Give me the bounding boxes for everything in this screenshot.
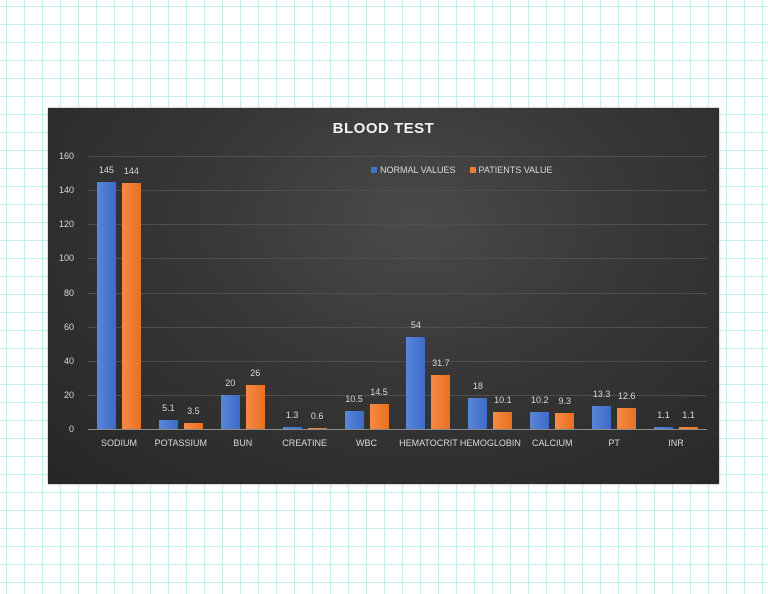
x-axis-line (88, 429, 707, 430)
data-label: 1.1 (682, 410, 695, 421)
bar-patient (617, 407, 637, 429)
blood-test-chart: BLOOD TEST NORMAL VALUES PATIENTS VALUE … (48, 108, 719, 484)
bar-patient (121, 183, 141, 429)
x-category-label: POTASSIUM (154, 438, 208, 448)
data-label: 20 (225, 377, 236, 388)
gridline (88, 224, 707, 226)
gridline (88, 258, 707, 260)
bar-patient (679, 427, 699, 429)
gridline (88, 326, 707, 328)
data-label: 10.5 (345, 394, 363, 405)
gridline (88, 190, 707, 192)
x-category-label: HEMOGLOBIN (459, 438, 521, 448)
x-category-label: SODIUM (100, 438, 137, 448)
bar-normal (468, 398, 488, 429)
data-label: 144 (123, 166, 139, 177)
data-label: 3.5 (187, 406, 200, 417)
bar-patient (245, 384, 265, 429)
y-tick-label: 20 (63, 389, 74, 400)
bar-patient (431, 374, 451, 429)
y-tick-label: 80 (63, 287, 74, 298)
data-label: 10.2 (530, 394, 549, 405)
data-label: 18 (472, 381, 483, 392)
legend-label-normal: NORMAL VALUES (380, 165, 456, 175)
x-category-label: BUN (233, 438, 253, 448)
y-tick-label: 100 (58, 253, 74, 264)
x-category-label: CREATINE (282, 438, 328, 448)
x-category-label: INR (668, 438, 684, 448)
y-tick-label: 40 (63, 355, 74, 366)
chart-title: BLOOD TEST (332, 120, 435, 137)
bar-normal (406, 336, 426, 429)
gridline (88, 292, 707, 294)
bar-patient (307, 427, 327, 429)
bar-normal (530, 411, 550, 429)
data-label: 12.6 (617, 390, 636, 401)
gridline (88, 360, 707, 362)
x-category-label: PT (608, 438, 620, 448)
y-tick-label: 140 (58, 185, 74, 196)
bar-normal (220, 394, 240, 429)
y-tick-label: 60 (63, 321, 74, 332)
bar-patient (183, 423, 203, 429)
gridline (88, 156, 707, 157)
bar-patient (369, 404, 389, 429)
data-label: 14.5 (370, 387, 388, 398)
data-label: 10.1 (494, 394, 512, 405)
bar-normal (592, 406, 612, 429)
legend-item-patient: PATIENTS VALUE (469, 165, 553, 175)
x-category-label: HEMATOCRIT (399, 438, 458, 448)
legend-label-patient: PATIENTS VALUE (478, 165, 553, 175)
bar-normal (96, 181, 116, 429)
data-label: 31.7 (432, 357, 450, 368)
chart-legend: NORMAL VALUES PATIENTS VALUE (371, 165, 553, 175)
data-label: 1.1 (657, 410, 670, 421)
bar-patient (493, 411, 513, 429)
bar-normal (344, 411, 364, 429)
legend-swatch-normal (371, 167, 377, 173)
data-label: 145 (98, 164, 114, 175)
gridline (88, 394, 707, 396)
data-label: 9.3 (558, 396, 571, 407)
y-tick-label: 0 (68, 424, 74, 434)
bar-normal (654, 427, 674, 429)
data-label: 13.3 (592, 389, 611, 400)
legend-swatch-patient (469, 167, 476, 173)
y-tick-label: 120 (58, 219, 74, 230)
data-label: 0.6 (310, 410, 324, 421)
data-label: 54 (410, 319, 421, 330)
bar-normal (282, 426, 302, 429)
data-label: 1.3 (285, 409, 299, 420)
data-label: 26 (250, 367, 261, 378)
x-category-label: CALCIUM (531, 438, 573, 448)
legend-item-normal: NORMAL VALUES (371, 165, 456, 175)
bar-patient (555, 413, 575, 429)
x-category-label: WBC (356, 438, 378, 448)
bar-normal (158, 420, 178, 429)
data-label: 5.1 (162, 403, 175, 414)
y-tick-label: 160 (58, 151, 74, 161)
